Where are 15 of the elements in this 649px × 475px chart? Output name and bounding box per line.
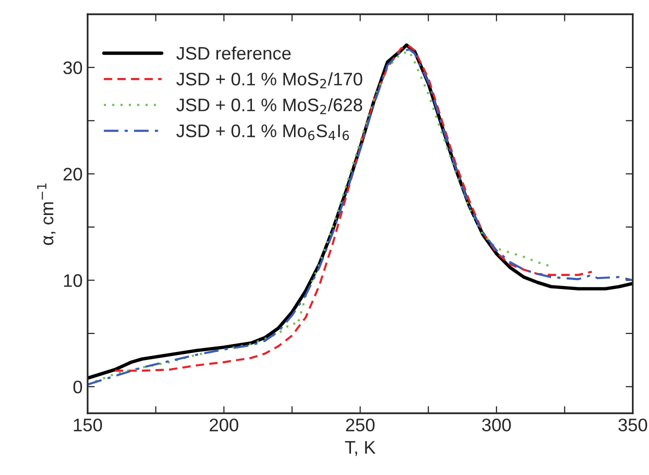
x-tick-label: 250 — [346, 418, 375, 432]
legend-label: JSD reference — [176, 46, 291, 60]
legend-label: JSD + 0.1 % MoS$_{2}$/628 — [176, 98, 362, 114]
x-axis-title: T, K — [345, 441, 376, 456]
legend-label: JSD + 0.1 % Mo$_{6}$S$_{4}$I$_{6}$ — [176, 124, 349, 140]
x-tick-label: 150 — [74, 418, 102, 432]
y-axis-title: α, cm$^{−1}$ — [37, 184, 56, 245]
y-tick-label: 0 — [73, 380, 82, 394]
y-tick-label: 10 — [64, 274, 82, 287]
y-tick-label: 30 — [63, 61, 82, 74]
y-tick-label: 20 — [64, 168, 82, 181]
legend-label: JSD + 0.1 % MoS$_{2}$/170 — [176, 72, 362, 88]
x-tick-label: 350 — [618, 418, 648, 432]
x-tick-label: 200 — [210, 418, 238, 432]
x-tick-label: 300 — [482, 418, 511, 432]
